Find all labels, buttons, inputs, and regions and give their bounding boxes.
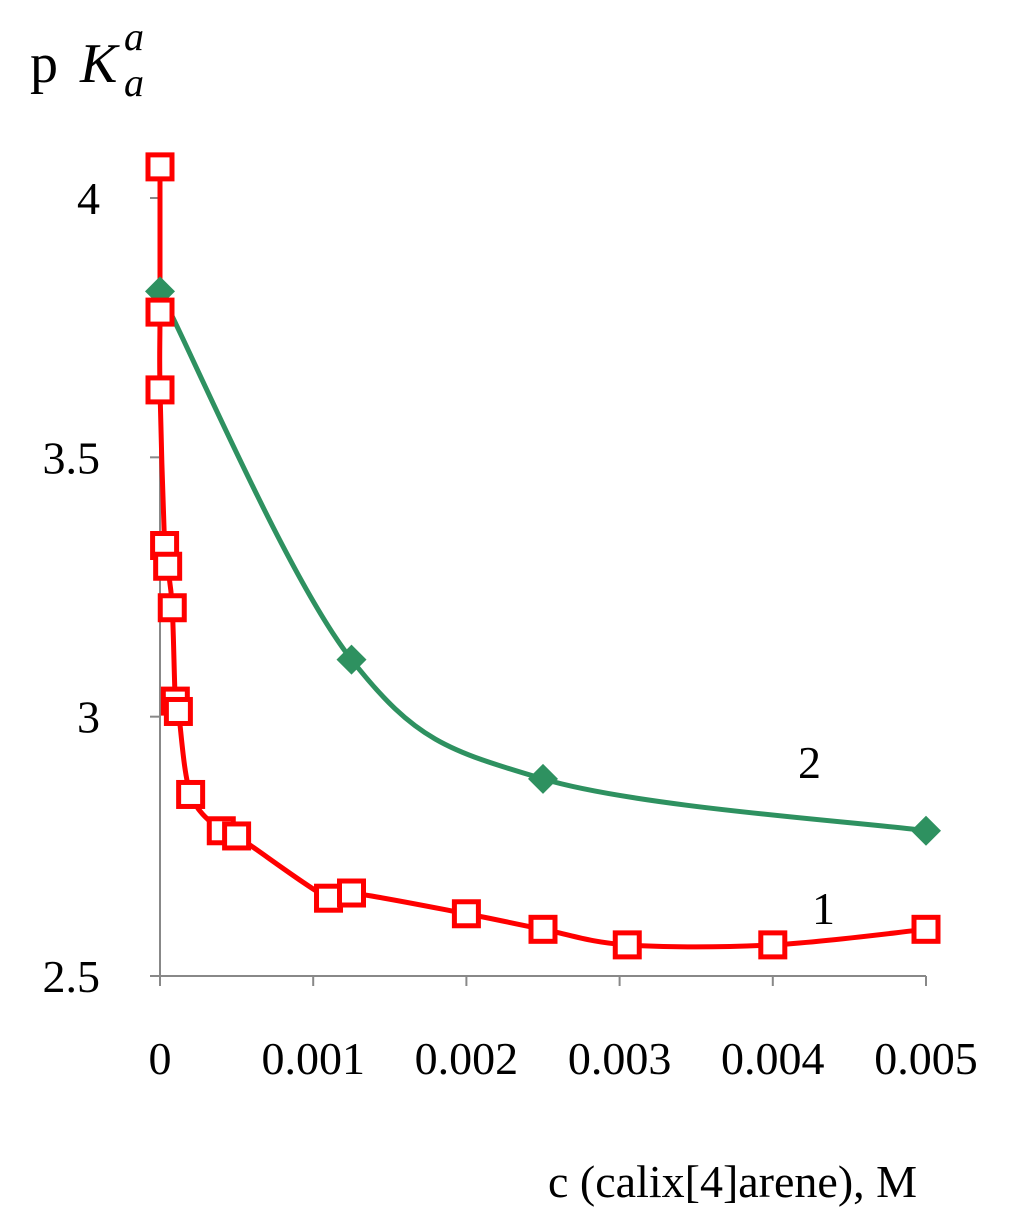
series-1-point (337, 878, 366, 908)
y-tick-label: 3.5 (43, 432, 101, 483)
x-tick-label: 0.003 (568, 1033, 672, 1084)
series-1-point (222, 821, 252, 851)
series-1-point (153, 551, 183, 581)
series-1-point (145, 375, 175, 405)
series-2-label: 2 (798, 737, 821, 788)
y-axis-title-main: K (79, 33, 120, 95)
x-tick-label: 0 (149, 1033, 172, 1084)
series-2-point (528, 763, 558, 794)
series-1-point (911, 914, 941, 944)
x-ticks: 0 0.001 0.002 0.003 0.004 0.005 (149, 976, 978, 1084)
series-1-point (451, 899, 481, 929)
x-tick-label: 0.005 (874, 1033, 978, 1084)
y-tick-label: 3 (77, 692, 100, 743)
series-1-label: 1 (812, 883, 835, 934)
series-1-line (157, 166, 927, 950)
series-lines (157, 166, 927, 950)
series-1-point (612, 930, 642, 960)
x-axis-title: c (calix[4]arene), M (548, 1156, 917, 1207)
y-axis-title-sup: a (124, 14, 144, 59)
x-tick-label: 0.002 (415, 1033, 519, 1084)
series-2-line (157, 290, 927, 834)
y-axis-title-sub: a (124, 60, 144, 105)
series-1-point (314, 883, 344, 913)
series-markers (145, 152, 941, 960)
y-axis-title: p K a a (30, 14, 144, 105)
series-2-point (336, 644, 367, 675)
series-1-point (163, 696, 193, 726)
series-1-point (758, 930, 788, 960)
y-tick-label: 2.5 (43, 951, 101, 1002)
x-tick-label: 0.001 (261, 1033, 365, 1084)
series-1-point (157, 593, 187, 623)
series-1-point (528, 914, 558, 944)
y-tick-label: 4 (77, 173, 100, 224)
y-axis-title-base: p (30, 33, 58, 95)
x-tick-label: 0.004 (721, 1033, 825, 1084)
series-1-point (145, 152, 175, 182)
y-ticks: 2.5 3 3.5 4 (43, 173, 160, 1002)
series-2-point (911, 815, 941, 846)
series-1-point (145, 297, 175, 327)
series-1-point (176, 779, 206, 809)
